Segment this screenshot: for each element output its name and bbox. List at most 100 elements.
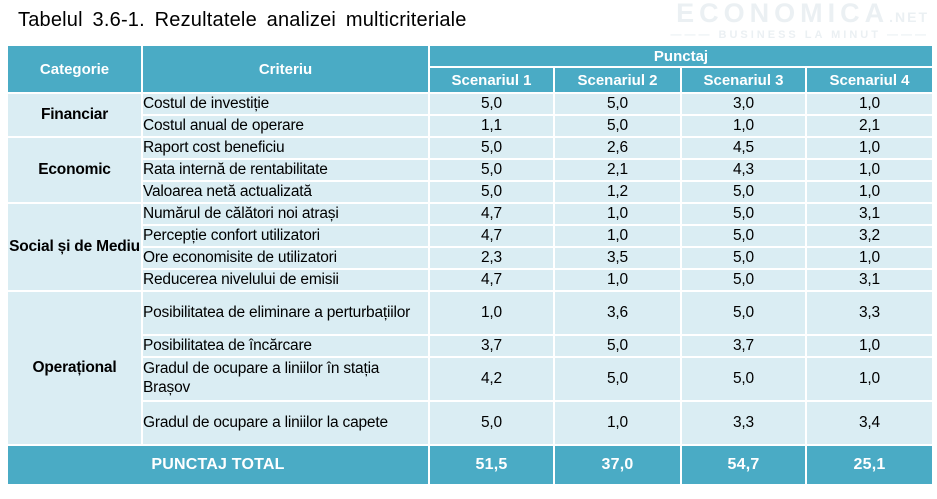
header-row-group: Categorie Criteriu Punctaj (6, 44, 934, 94)
score-cell-scenario-1: 5,0 (428, 136, 555, 160)
score-cell-scenario-3: 5,0 (680, 224, 807, 248)
score-cell-scenario-3: 5,0 (680, 290, 807, 336)
score-cell-scenario-4: 3,1 (805, 268, 934, 292)
score-cell-scenario-3: 3,7 (680, 334, 807, 358)
category-column-header: Categorie (6, 44, 143, 94)
header-row-scenarios: Scenariul 1 Scenariul 2 Scenariul 3 Scen… (7, 66, 934, 94)
scenario-3-header: Scenariul 3 (680, 66, 807, 94)
score-cell-scenario-2: 2,1 (553, 158, 682, 182)
score-cell-scenario-3: 3,3 (680, 400, 807, 446)
score-cell-scenario-4: 1,0 (805, 92, 934, 116)
score-cell-scenario-3: 5,0 (680, 180, 807, 204)
criterion-row: Social și de Mediu Numărul de călători no… (6, 202, 934, 292)
criterion-cell: Costul anual de operare (141, 114, 430, 138)
score-cell-scenario-1: 1,1 (428, 114, 555, 138)
score-cell-scenario-3: 3,0 (680, 92, 807, 116)
criterion-cell: Numărul de călători noi atrași (141, 202, 430, 226)
criterion-cell: Valoarea netă actualizată (141, 180, 430, 204)
score-cell-scenario-1: 4,7 (428, 268, 555, 292)
criterion-cell: Percepție confort utilizatori (141, 224, 430, 248)
score-cell-scenario-2: 3,6 (553, 290, 682, 336)
table-header: Categorie Criteriu Punctaj Scenariul 1 S… (6, 44, 934, 94)
score-cell-scenario-1: 5,0 (428, 92, 555, 116)
criterion-cell: Gradul de ocupare a liniilor la capete (141, 400, 430, 446)
total-label: PUNCTAJ TOTAL (6, 444, 430, 486)
score-cell-scenario-4: 1,0 (805, 334, 934, 358)
score-cell-scenario-3: 5,0 (680, 202, 807, 226)
score-cell-scenario-4: 3,2 (805, 224, 934, 248)
scenario-4-header: Scenariul 4 (805, 66, 934, 94)
table-footer: PUNCTAJ TOTAL 51,5 37,0 54,7 25,1 (6, 444, 934, 486)
score-cell-scenario-4: 2,1 (805, 114, 934, 138)
criterion-row: Valoarea netă actualizată 5,0 1,2 5,0 1,0 (7, 180, 934, 204)
total-score-scenario-3: 54,7 (680, 444, 807, 486)
score-cell-scenario-2: 1,2 (553, 180, 682, 204)
score-cell-scenario-2: 5,0 (553, 92, 682, 116)
scenario-1-header: Scenariul 1 (428, 66, 555, 94)
criterion-row: Ore economisite de utilizatori 2,3 3,5 5,0 1… (7, 246, 934, 270)
score-cell-scenario-1: 5,0 (428, 180, 555, 204)
total-score-scenario-1: 51,5 (428, 444, 555, 486)
score-cell-scenario-1: 4,7 (428, 202, 555, 226)
criterion-cell: Posibilitatea de eliminare a perturbații… (141, 290, 430, 336)
score-cell-scenario-3: 4,3 (680, 158, 807, 182)
criterion-row: Economic Raport cost beneficiu 5,0 2,6 4,5 1,… (6, 136, 934, 204)
watermark-tagline: ——— BUSINESS LA MINUT ——— (670, 29, 929, 41)
criterion-row: Rata internă de rentabilitate 5,0 2,1 4,3 1,… (7, 158, 934, 182)
table-body: Financiar Costul de investiție 5,0 5,0 3,0 1,… (6, 92, 934, 446)
score-cell-scenario-1: 5,0 (428, 400, 555, 446)
total-row: PUNCTAJ TOTAL 51,5 37,0 54,7 25,1 (6, 444, 934, 486)
criterion-column-header: Criteriu (141, 44, 430, 94)
score-cell-scenario-1: 1,0 (428, 290, 555, 336)
criterion-cell: Posibilitatea de încărcare (141, 334, 430, 358)
criterion-cell: Costul de investiție (141, 92, 430, 116)
criterion-row: Posibilitatea de încărcare 3,7 5,0 3,7 1,0 (7, 334, 934, 358)
economica-watermark: ECONOMICA.NET ——— BUSINESS LA MINUT ——— (670, 0, 929, 41)
criterion-row: Gradul de ocupare a liniilor în stația B… (7, 356, 934, 402)
criterion-row: Gradul de ocupare a liniilor la capete 5,… (7, 400, 934, 446)
score-cell-scenario-2: 1,0 (553, 224, 682, 248)
score-cell-scenario-4: 1,0 (805, 246, 934, 270)
category-cell: Financiar (6, 92, 143, 138)
criterion-cell: Reducerea nivelului de emisii (141, 268, 430, 292)
score-cell-scenario-1: 3,7 (428, 334, 555, 358)
page-title: Tabelul 3.6-1. Rezultatele analizei mult… (18, 9, 467, 31)
criterion-row: Operațional Posibilitatea de eliminare a … (6, 290, 934, 446)
criterion-row: Costul anual de operare 1,1 5,0 1,0 2,1 (7, 114, 934, 138)
watermark-brand: ECONOMICA (676, 0, 890, 28)
total-score-scenario-4: 25,1 (805, 444, 934, 486)
criterion-row: Percepție confort utilizatori 4,7 1,0 5,0 3,… (7, 224, 934, 248)
score-cell-scenario-4: 3,4 (805, 400, 934, 446)
total-score-scenario-2: 37,0 (553, 444, 682, 486)
score-cell-scenario-4: 1,0 (805, 180, 934, 204)
score-cell-scenario-1: 2,3 (428, 246, 555, 270)
criterion-row: Financiar Costul de investiție 5,0 5,0 3,0 1,… (6, 92, 934, 138)
criterion-cell: Raport cost beneficiu (141, 136, 430, 160)
score-cell-scenario-2: 1,0 (553, 268, 682, 292)
multicriteria-results-table: Categorie Criteriu Punctaj Scenariul 1 S… (6, 44, 934, 486)
score-cell-scenario-3: 4,5 (680, 136, 807, 160)
score-cell-scenario-2: 1,0 (553, 400, 682, 446)
score-cell-scenario-1: 4,7 (428, 224, 555, 248)
score-group-header: Punctaj (428, 44, 934, 68)
score-cell-scenario-3: 5,0 (680, 356, 807, 402)
score-cell-scenario-2: 1,0 (553, 202, 682, 226)
criterion-cell: Rata internă de rentabilitate (141, 158, 430, 182)
watermark-tld: .NET (889, 9, 929, 25)
criterion-row: Reducerea nivelului de emisii 4,7 1,0 5,0 3,… (7, 268, 934, 292)
score-cell-scenario-4: 3,1 (805, 202, 934, 226)
score-cell-scenario-2: 5,0 (553, 334, 682, 358)
watermark-logo: ECONOMICA.NET (670, 0, 929, 27)
score-cell-scenario-1: 4,2 (428, 356, 555, 402)
score-cell-scenario-3: 5,0 (680, 246, 807, 270)
category-cell: Operațional (6, 290, 143, 446)
score-cell-scenario-3: 1,0 (680, 114, 807, 138)
category-cell: Social și de Mediu (6, 202, 143, 292)
score-cell-scenario-2: 5,0 (553, 356, 682, 402)
scenario-2-header: Scenariul 2 (553, 66, 682, 94)
score-cell-scenario-4: 1,0 (805, 158, 934, 182)
criterion-cell: Gradul de ocupare a liniilor în stația B… (141, 356, 430, 402)
score-cell-scenario-4: 1,0 (805, 356, 934, 402)
score-cell-scenario-2: 3,5 (553, 246, 682, 270)
